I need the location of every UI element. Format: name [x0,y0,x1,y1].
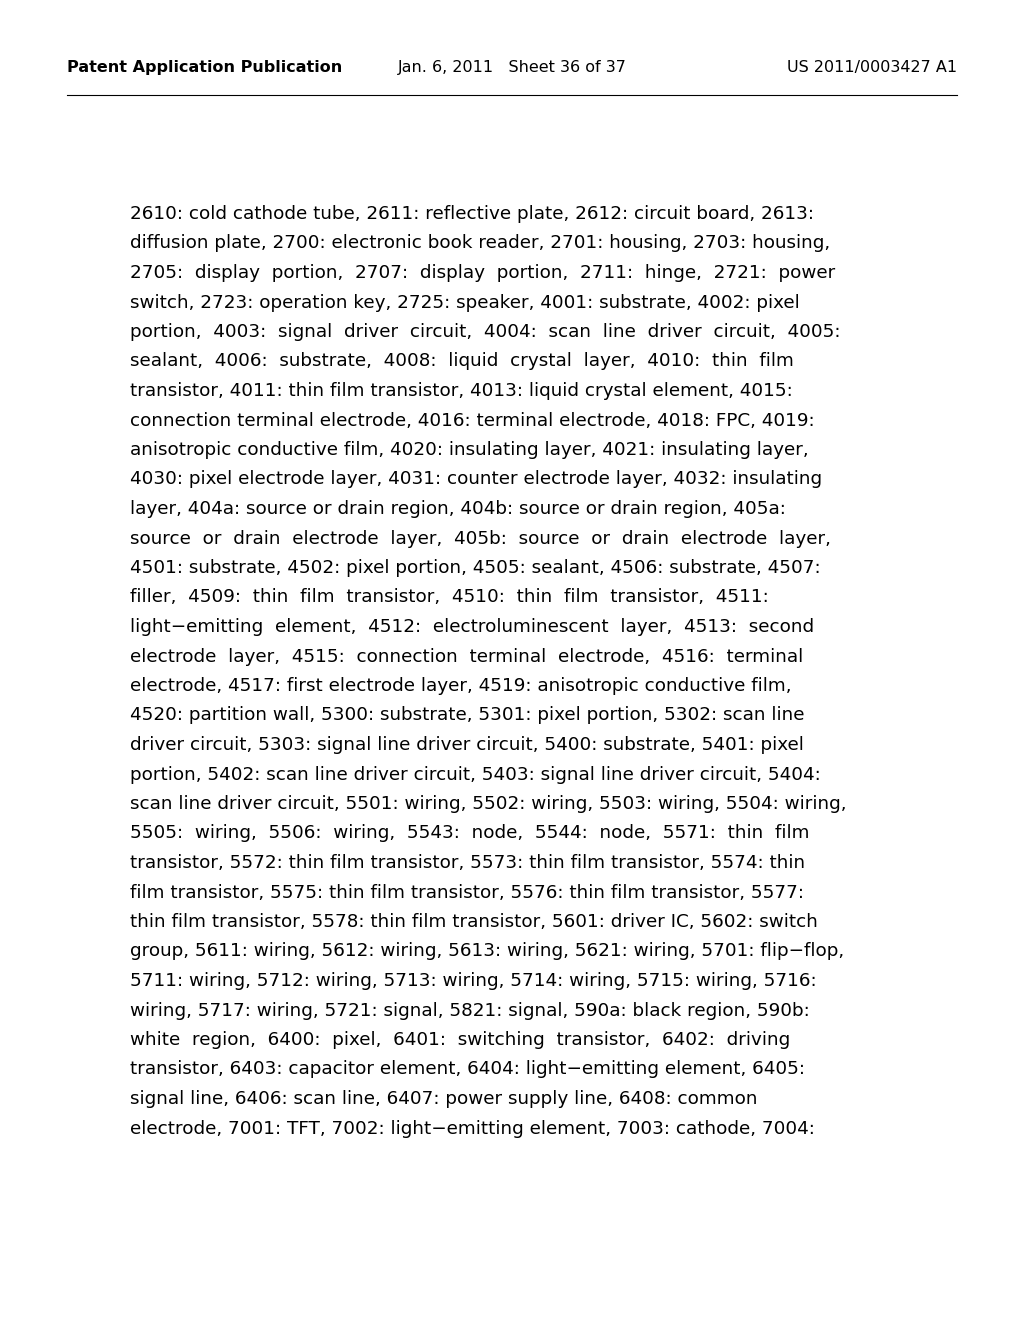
Text: 2705:  display  portion,  2707:  display  portion,  2711:  hinge,  2721:  power: 2705: display portion, 2707: display por… [130,264,836,282]
Text: Patent Application Publication: Patent Application Publication [67,59,342,75]
Text: portion,  4003:  signal  driver  circuit,  4004:  scan  line  driver  circuit,  : portion, 4003: signal driver circuit, 40… [130,323,841,341]
Text: film transistor, 5575: thin film transistor, 5576: thin film transistor, 5577:: film transistor, 5575: thin film transis… [130,883,804,902]
Text: portion, 5402: scan line driver circuit, 5403: signal line driver circuit, 5404:: portion, 5402: scan line driver circuit,… [130,766,821,784]
Text: group, 5611: wiring, 5612: wiring, 5613: wiring, 5621: wiring, 5701: flip−flop,: group, 5611: wiring, 5612: wiring, 5613:… [130,942,844,961]
Text: 4030: pixel electrode layer, 4031: counter electrode layer, 4032: insulating: 4030: pixel electrode layer, 4031: count… [130,470,822,488]
Text: wiring, 5717: wiring, 5721: signal, 5821: signal, 590a: black region, 590b:: wiring, 5717: wiring, 5721: signal, 5821… [130,1002,810,1019]
Text: signal line, 6406: scan line, 6407: power supply line, 6408: common: signal line, 6406: scan line, 6407: powe… [130,1090,758,1107]
Text: electrode, 4517: first electrode layer, 4519: anisotropic conductive film,: electrode, 4517: first electrode layer, … [130,677,792,696]
Text: electrode, 7001: TFT, 7002: light−emitting element, 7003: cathode, 7004:: electrode, 7001: TFT, 7002: light−emitti… [130,1119,815,1138]
Text: transistor, 6403: capacitor element, 6404: light−emitting element, 6405:: transistor, 6403: capacitor element, 640… [130,1060,805,1078]
Text: sealant,  4006:  substrate,  4008:  liquid  crystal  layer,  4010:  thin  film: sealant, 4006: substrate, 4008: liquid c… [130,352,794,371]
Text: 2610: cold cathode tube, 2611: reflective plate, 2612: circuit board, 2613:: 2610: cold cathode tube, 2611: reflectiv… [130,205,814,223]
Text: 4501: substrate, 4502: pixel portion, 4505: sealant, 4506: substrate, 4507:: 4501: substrate, 4502: pixel portion, 45… [130,558,820,577]
Text: Jan. 6, 2011   Sheet 36 of 37: Jan. 6, 2011 Sheet 36 of 37 [397,59,627,75]
Text: white  region,  6400:  pixel,  6401:  switching  transistor,  6402:  driving: white region, 6400: pixel, 6401: switchi… [130,1031,791,1049]
Text: 5505:  wiring,  5506:  wiring,  5543:  node,  5544:  node,  5571:  thin  film: 5505: wiring, 5506: wiring, 5543: node, … [130,825,810,842]
Text: scan line driver circuit, 5501: wiring, 5502: wiring, 5503: wiring, 5504: wiring: scan line driver circuit, 5501: wiring, … [130,795,847,813]
Text: filler,  4509:  thin  film  transistor,  4510:  thin  film  transistor,  4511:: filler, 4509: thin film transistor, 4510… [130,589,769,606]
Text: US 2011/0003427 A1: US 2011/0003427 A1 [786,59,957,75]
Text: anisotropic conductive film, 4020: insulating layer, 4021: insulating layer,: anisotropic conductive film, 4020: insul… [130,441,809,459]
Text: layer, 404a: source or drain region, 404b: source or drain region, 405a:: layer, 404a: source or drain region, 404… [130,500,785,517]
Text: transistor, 5572: thin film transistor, 5573: thin film transistor, 5574: thin: transistor, 5572: thin film transistor, … [130,854,805,873]
Text: light−emitting  element,  4512:  electroluminescent  layer,  4513:  second: light−emitting element, 4512: electrolum… [130,618,814,636]
Text: switch, 2723: operation key, 2725: speaker, 4001: substrate, 4002: pixel: switch, 2723: operation key, 2725: speak… [130,293,800,312]
Text: electrode  layer,  4515:  connection  terminal  electrode,  4516:  terminal: electrode layer, 4515: connection termin… [130,648,803,665]
Text: 5711: wiring, 5712: wiring, 5713: wiring, 5714: wiring, 5715: wiring, 5716:: 5711: wiring, 5712: wiring, 5713: wiring… [130,972,816,990]
Text: thin film transistor, 5578: thin film transistor, 5601: driver IC, 5602: switch: thin film transistor, 5578: thin film tr… [130,913,818,931]
Text: diffusion plate, 2700: electronic book reader, 2701: housing, 2703: housing,: diffusion plate, 2700: electronic book r… [130,235,830,252]
Text: connection terminal electrode, 4016: terminal electrode, 4018: FPC, 4019:: connection terminal electrode, 4016: ter… [130,412,815,429]
Text: driver circuit, 5303: signal line driver circuit, 5400: substrate, 5401: pixel: driver circuit, 5303: signal line driver… [130,737,804,754]
Text: source  or  drain  electrode  layer,  405b:  source  or  drain  electrode  layer: source or drain electrode layer, 405b: s… [130,529,830,548]
Text: transistor, 4011: thin film transistor, 4013: liquid crystal element, 4015:: transistor, 4011: thin film transistor, … [130,381,793,400]
Text: 4520: partition wall, 5300: substrate, 5301: pixel portion, 5302: scan line: 4520: partition wall, 5300: substrate, 5… [130,706,805,725]
